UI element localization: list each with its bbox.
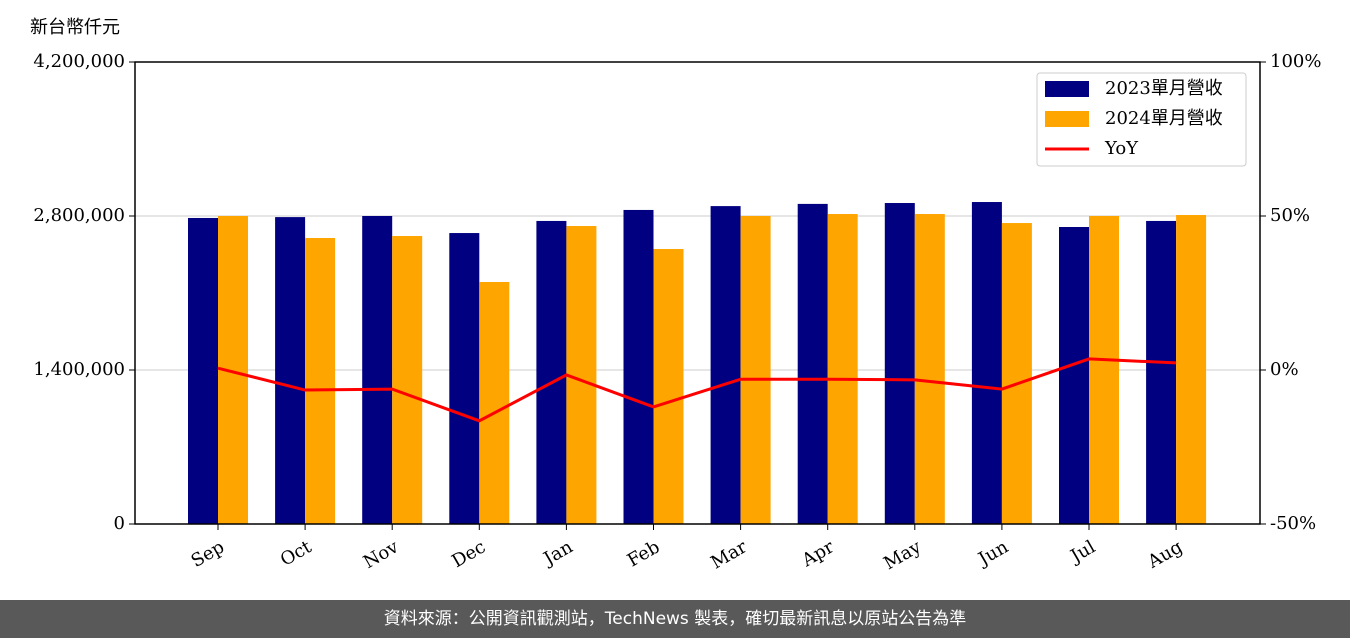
bar xyxy=(884,203,915,524)
bar xyxy=(971,202,1002,524)
bar xyxy=(566,226,597,524)
x-tick-label: May xyxy=(880,536,925,574)
bar xyxy=(362,216,393,524)
bar xyxy=(623,209,654,524)
legend-swatch xyxy=(1045,81,1089,97)
y2-tick-label: 50% xyxy=(1270,205,1310,226)
bar xyxy=(797,203,828,524)
x-tick-label: Dec xyxy=(448,536,489,572)
line xyxy=(217,357,1177,423)
legend-label: 2024單月營收 xyxy=(1105,108,1223,129)
bar xyxy=(827,214,858,524)
y-tick-label: 0 xyxy=(114,513,125,534)
x-tick-label: Mar xyxy=(707,536,751,573)
bar xyxy=(1089,216,1119,524)
y2-tick-label: 100% xyxy=(1270,51,1321,72)
y-tick-label: 2,800,000 xyxy=(33,205,125,226)
x-tick-label: Apr xyxy=(798,536,838,571)
y-tick-label: 4,200,000 xyxy=(33,51,125,72)
bar xyxy=(1059,227,1089,524)
bar xyxy=(449,233,480,525)
legend-label: YoY xyxy=(1104,138,1139,159)
x-tick-label: Jan xyxy=(539,536,577,570)
bar xyxy=(914,214,945,524)
legend-label: 2023單月營收 xyxy=(1105,78,1223,99)
bar xyxy=(740,216,771,524)
x-tick-label: Aug xyxy=(1143,536,1186,573)
bar xyxy=(710,206,741,524)
x-tick-label: Jul xyxy=(1065,536,1099,568)
bar xyxy=(392,236,423,524)
x-tick-label: Nov xyxy=(360,536,403,573)
legend-box xyxy=(1036,72,1247,167)
bar xyxy=(653,249,684,524)
y2-tick-label: -50% xyxy=(1270,513,1316,534)
x-tick-label: Jun xyxy=(973,536,1012,571)
bar xyxy=(275,217,306,524)
x-tick-label: Feb xyxy=(624,536,664,571)
bar xyxy=(479,282,510,524)
bar xyxy=(188,217,218,525)
x-tick-label: Sep xyxy=(188,536,228,571)
plot-frame xyxy=(134,61,1261,525)
bar xyxy=(1176,215,1207,524)
bar xyxy=(536,220,567,524)
legend-swatch xyxy=(1045,111,1089,127)
y2-tick-label: 0% xyxy=(1270,359,1299,380)
y-tick-label: 1,400,000 xyxy=(33,359,125,380)
x-tick-label: Oct xyxy=(277,536,316,571)
bar xyxy=(305,238,336,524)
footer: 資料來源：公開資訊觀測站，TechNews 製表，確切最新訊息以原站公告為準 xyxy=(0,600,1350,638)
bar xyxy=(1001,223,1032,525)
bar xyxy=(1146,220,1177,524)
chart: 新台幣仟元 0 1,400,000 2,800,000 4,200,000 -50% 0%… xyxy=(30,17,1321,574)
y-axis-label: 新台幣仟元 xyxy=(30,17,120,38)
